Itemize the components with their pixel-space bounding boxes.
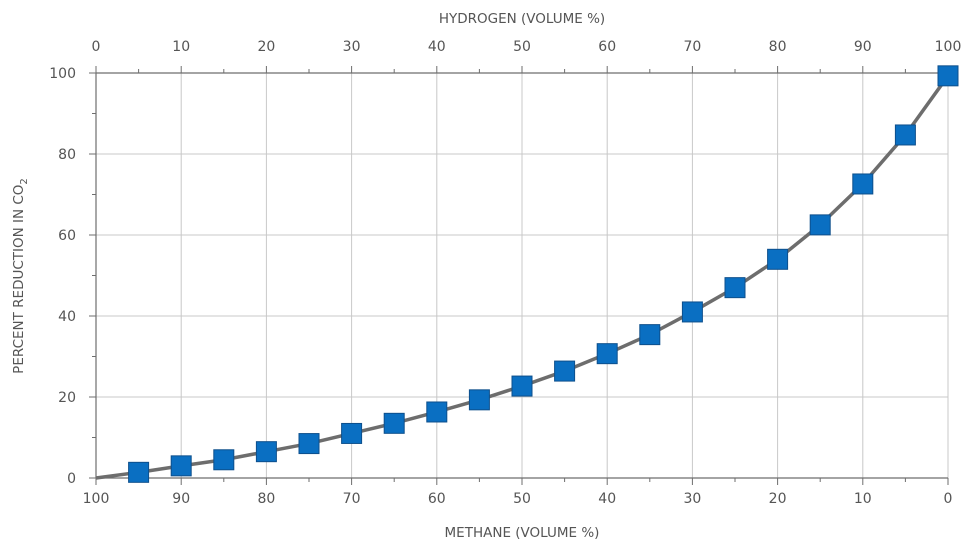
top-tick-labels: 0 10 20 30 40 50 60 70 80 90 100 bbox=[92, 39, 962, 55]
data-point-marker bbox=[767, 248, 789, 270]
data-point-marker bbox=[468, 389, 490, 411]
x-top-tick-label: 60 bbox=[598, 39, 616, 55]
axes bbox=[89, 66, 949, 485]
y-axis-title: PERCENT REDUCTION IN CO2 bbox=[11, 178, 30, 374]
y-tick-label: 60 bbox=[58, 228, 76, 244]
data-point-marker bbox=[213, 449, 235, 471]
y-axis-title-subscript: 2 bbox=[19, 178, 30, 184]
data-point-marker bbox=[128, 461, 150, 483]
y-tick-label: 20 bbox=[58, 390, 76, 406]
data-point-marker bbox=[894, 124, 916, 146]
x-top-tick-label: 0 bbox=[92, 39, 101, 55]
x-top-tick-label: 10 bbox=[172, 39, 190, 55]
x-bottom-tick-label: 60 bbox=[428, 491, 446, 507]
gridlines bbox=[96, 73, 949, 478]
x-top-tick-label: 90 bbox=[854, 39, 872, 55]
y-tick-label: 80 bbox=[58, 147, 76, 163]
data-point-marker bbox=[639, 324, 661, 346]
data-point-marker bbox=[426, 401, 448, 423]
data-point-marker bbox=[809, 214, 831, 236]
x-top-axis-title: HYDROGEN (VOLUME %) bbox=[439, 11, 605, 27]
data-point-marker bbox=[596, 343, 618, 365]
bottom-tick-labels: 100 90 80 70 60 50 40 30 20 10 0 bbox=[83, 491, 953, 507]
x-top-tick-label: 50 bbox=[513, 39, 531, 55]
x-bottom-tick-label: 0 bbox=[944, 491, 953, 507]
y-tick-label: 100 bbox=[49, 66, 76, 82]
x-bottom-tick-label: 20 bbox=[769, 491, 787, 507]
data-point-marker bbox=[937, 65, 959, 87]
x-bottom-tick-label: 80 bbox=[257, 491, 275, 507]
x-bottom-tick-label: 100 bbox=[83, 491, 110, 507]
data-point-marker bbox=[255, 441, 277, 463]
x-bottom-tick-label: 50 bbox=[513, 491, 531, 507]
x-top-tick-label: 80 bbox=[769, 39, 787, 55]
data-point-marker bbox=[341, 422, 363, 444]
x-bottom-tick-label: 10 bbox=[854, 491, 872, 507]
y-tick-label: 0 bbox=[67, 471, 76, 487]
x-top-tick-label: 100 bbox=[935, 39, 962, 55]
y-tick-label: 40 bbox=[58, 309, 76, 325]
data-point-marker bbox=[170, 455, 192, 477]
data-point-marker bbox=[852, 173, 874, 195]
x-bottom-tick-label: 70 bbox=[343, 491, 361, 507]
y-axis-title-main: PERCENT REDUCTION IN CO bbox=[11, 185, 27, 374]
data-point-marker bbox=[298, 433, 320, 455]
data-point-marker bbox=[724, 277, 746, 299]
x-top-tick-label: 40 bbox=[428, 39, 446, 55]
x-bottom-tick-label: 30 bbox=[683, 491, 701, 507]
x-top-tick-label: 70 bbox=[683, 39, 701, 55]
series-group bbox=[95, 65, 959, 483]
x-bottom-tick-label: 40 bbox=[598, 491, 616, 507]
data-point-marker bbox=[511, 375, 533, 397]
x-bottom-axis-title: METHANE (VOLUME %) bbox=[445, 525, 600, 541]
data-point-marker bbox=[383, 412, 405, 434]
x-bottom-tick-label: 90 bbox=[172, 491, 190, 507]
x-top-tick-label: 30 bbox=[343, 39, 361, 55]
x-top-tick-label: 20 bbox=[257, 39, 275, 55]
data-point-marker bbox=[681, 301, 703, 323]
left-tick-labels: 0 20 40 60 80 100 bbox=[49, 66, 76, 487]
data-point-marker bbox=[554, 360, 576, 382]
